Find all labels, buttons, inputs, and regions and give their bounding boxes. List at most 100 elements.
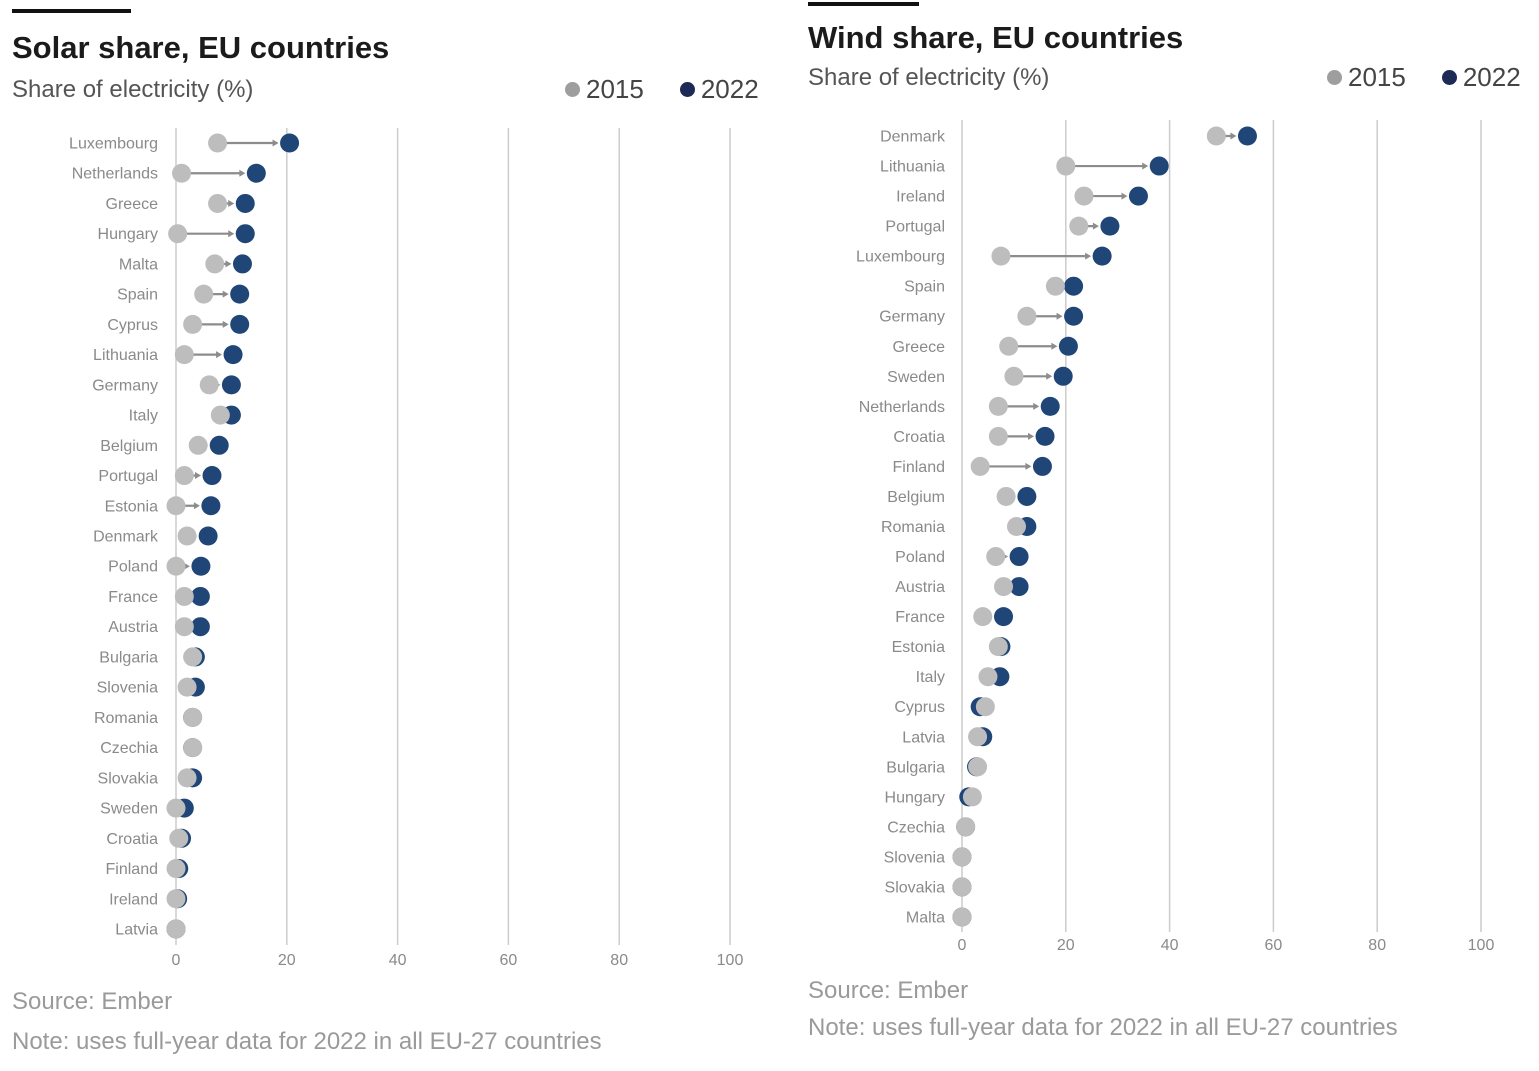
solar-arrowhead	[216, 351, 223, 359]
wind-dumbbell-row	[988, 426, 1055, 446]
wind-x-tick-label: 0	[958, 937, 967, 954]
wind-dumbbell-row	[1045, 276, 1084, 296]
solar-point-2015	[183, 707, 203, 727]
wind-country-label: Greece	[893, 339, 946, 356]
solar-arrowhead	[228, 199, 235, 207]
solar-country-label: Finland	[106, 861, 158, 878]
legend-dot-2015-icon	[565, 82, 580, 97]
wind-country-label: Germany	[879, 309, 945, 326]
wind-country-label: Italy	[916, 669, 945, 686]
legend-dot-2015-icon	[1327, 70, 1342, 85]
wind-arrowhead	[1142, 162, 1149, 170]
solar-arrowhead	[193, 502, 200, 510]
solar-point-2015	[208, 133, 228, 153]
solar-country-label: Belgium	[100, 438, 158, 455]
wind-legend-2022: 2022	[1441, 62, 1521, 93]
wind-dumbbell-row	[1006, 517, 1037, 536]
solar-country-label: Italy	[129, 408, 158, 425]
wind-legend-2022-label: 2022	[1462, 62, 1521, 92]
wind-dumbbell-row	[952, 907, 972, 927]
wind-country-label: Belgium	[887, 489, 945, 506]
wind-legend-2015: 2015	[1327, 62, 1406, 93]
wind-point-2022	[1009, 547, 1029, 567]
solar-arrowhead	[239, 169, 246, 177]
wind-country-label: Netherlands	[859, 399, 945, 416]
solar-point-2015	[177, 768, 197, 788]
solar-point-2022	[230, 314, 250, 334]
wind-dumbbell-row	[986, 547, 1029, 567]
wind-subtitle: Share of electricity (%)	[808, 64, 1050, 91]
wind-arrowhead	[1056, 312, 1063, 320]
solar-x-tick-label: 40	[389, 952, 407, 969]
wind-country-label: Spain	[904, 279, 945, 296]
wind-country-label: Denmark	[880, 129, 946, 146]
solar-dumbbell-row	[174, 466, 222, 486]
wind-country-label: Bulgaria	[886, 759, 945, 776]
wind-point-2015	[952, 877, 972, 897]
solar-country-label: Latvia	[115, 922, 158, 939]
solar-dumbbell-row	[208, 193, 255, 213]
wind-point-2015	[996, 486, 1016, 506]
solar-dumbbell-row	[174, 617, 210, 637]
wind-dumbbell-row	[978, 667, 1010, 687]
solar-arrowhead	[183, 562, 190, 570]
wind-country-label: Poland	[895, 549, 945, 566]
wind-country-label: Malta	[906, 910, 945, 927]
solar-point-2015	[166, 889, 186, 909]
solar-country-label: Denmark	[93, 529, 159, 546]
solar-country-label: Spain	[117, 287, 158, 304]
solar-point-2015	[205, 254, 225, 274]
solar-point-2015	[210, 405, 230, 425]
wind-note: Note: uses full-year data for 2022 in al…	[808, 1014, 1398, 1041]
solar-point-2015	[183, 738, 203, 758]
solar-dumbbell-row	[177, 677, 205, 697]
solar-legend-2022-label: 2022	[700, 74, 759, 104]
solar-dumbbell-row	[210, 405, 241, 425]
wind-dumbbell-row	[970, 456, 1052, 476]
wind-point-2022	[1064, 276, 1084, 296]
solar-dumbbell-row	[183, 707, 203, 727]
solar-point-2022	[232, 254, 252, 274]
wind-arrowhead	[1033, 402, 1040, 410]
wind-top-rule	[808, 2, 919, 6]
wind-country-label: Lithuania	[880, 159, 945, 176]
solar-point-2022	[190, 617, 210, 637]
solar-arrowhead	[272, 139, 279, 147]
wind-dumbbell-row	[1056, 156, 1169, 176]
wind-point-2015	[1045, 276, 1065, 296]
wind-point-2015	[999, 336, 1019, 356]
solar-point-2015	[174, 345, 194, 365]
solar-country-label: Malta	[119, 256, 158, 273]
solar-point-2015	[166, 798, 186, 818]
solar-title: Solar share, EU countries	[12, 30, 390, 65]
wind-country-label: Romania	[881, 519, 945, 536]
wind-arrowhead	[1051, 342, 1058, 350]
wind-point-2022	[1035, 426, 1055, 446]
solar-source: Source: Ember	[12, 988, 173, 1015]
solar-dumbbell-row	[208, 133, 300, 153]
wind-point-2022	[1053, 366, 1073, 386]
solar-dumbbell-chart: 0 20 40 60 80 100 Luxembourg Netherlands Greece H…	[69, 128, 744, 969]
wind-dumbbell-row	[952, 877, 972, 897]
solar-dumbbell-row	[183, 314, 250, 334]
solar-x-tick-label: 100	[717, 952, 744, 969]
solar-country-label: Portugal	[98, 468, 158, 485]
wind-dumbbell-row	[968, 727, 993, 747]
wind-dumbbell-row	[970, 697, 995, 717]
wind-point-2022	[1064, 306, 1084, 326]
wind-point-2015	[978, 667, 998, 687]
solar-legend: 2015 2022	[565, 74, 759, 105]
solar-country-label: Cyprus	[107, 317, 158, 334]
wind-arrowhead	[1092, 222, 1099, 230]
solar-dumbbell-row	[166, 889, 188, 909]
wind-country-label: Ireland	[896, 189, 945, 206]
wind-point-2015	[952, 907, 972, 927]
wind-country-label: Czechia	[887, 819, 945, 836]
wind-country-label: Croatia	[893, 429, 945, 446]
wind-arrowhead	[1028, 432, 1035, 440]
wind-point-2015	[991, 246, 1011, 266]
solar-point-2015	[172, 163, 192, 183]
wind-country-label: Sweden	[887, 369, 945, 386]
solar-arrowhead	[195, 472, 202, 480]
wind-point-2015	[973, 607, 993, 627]
